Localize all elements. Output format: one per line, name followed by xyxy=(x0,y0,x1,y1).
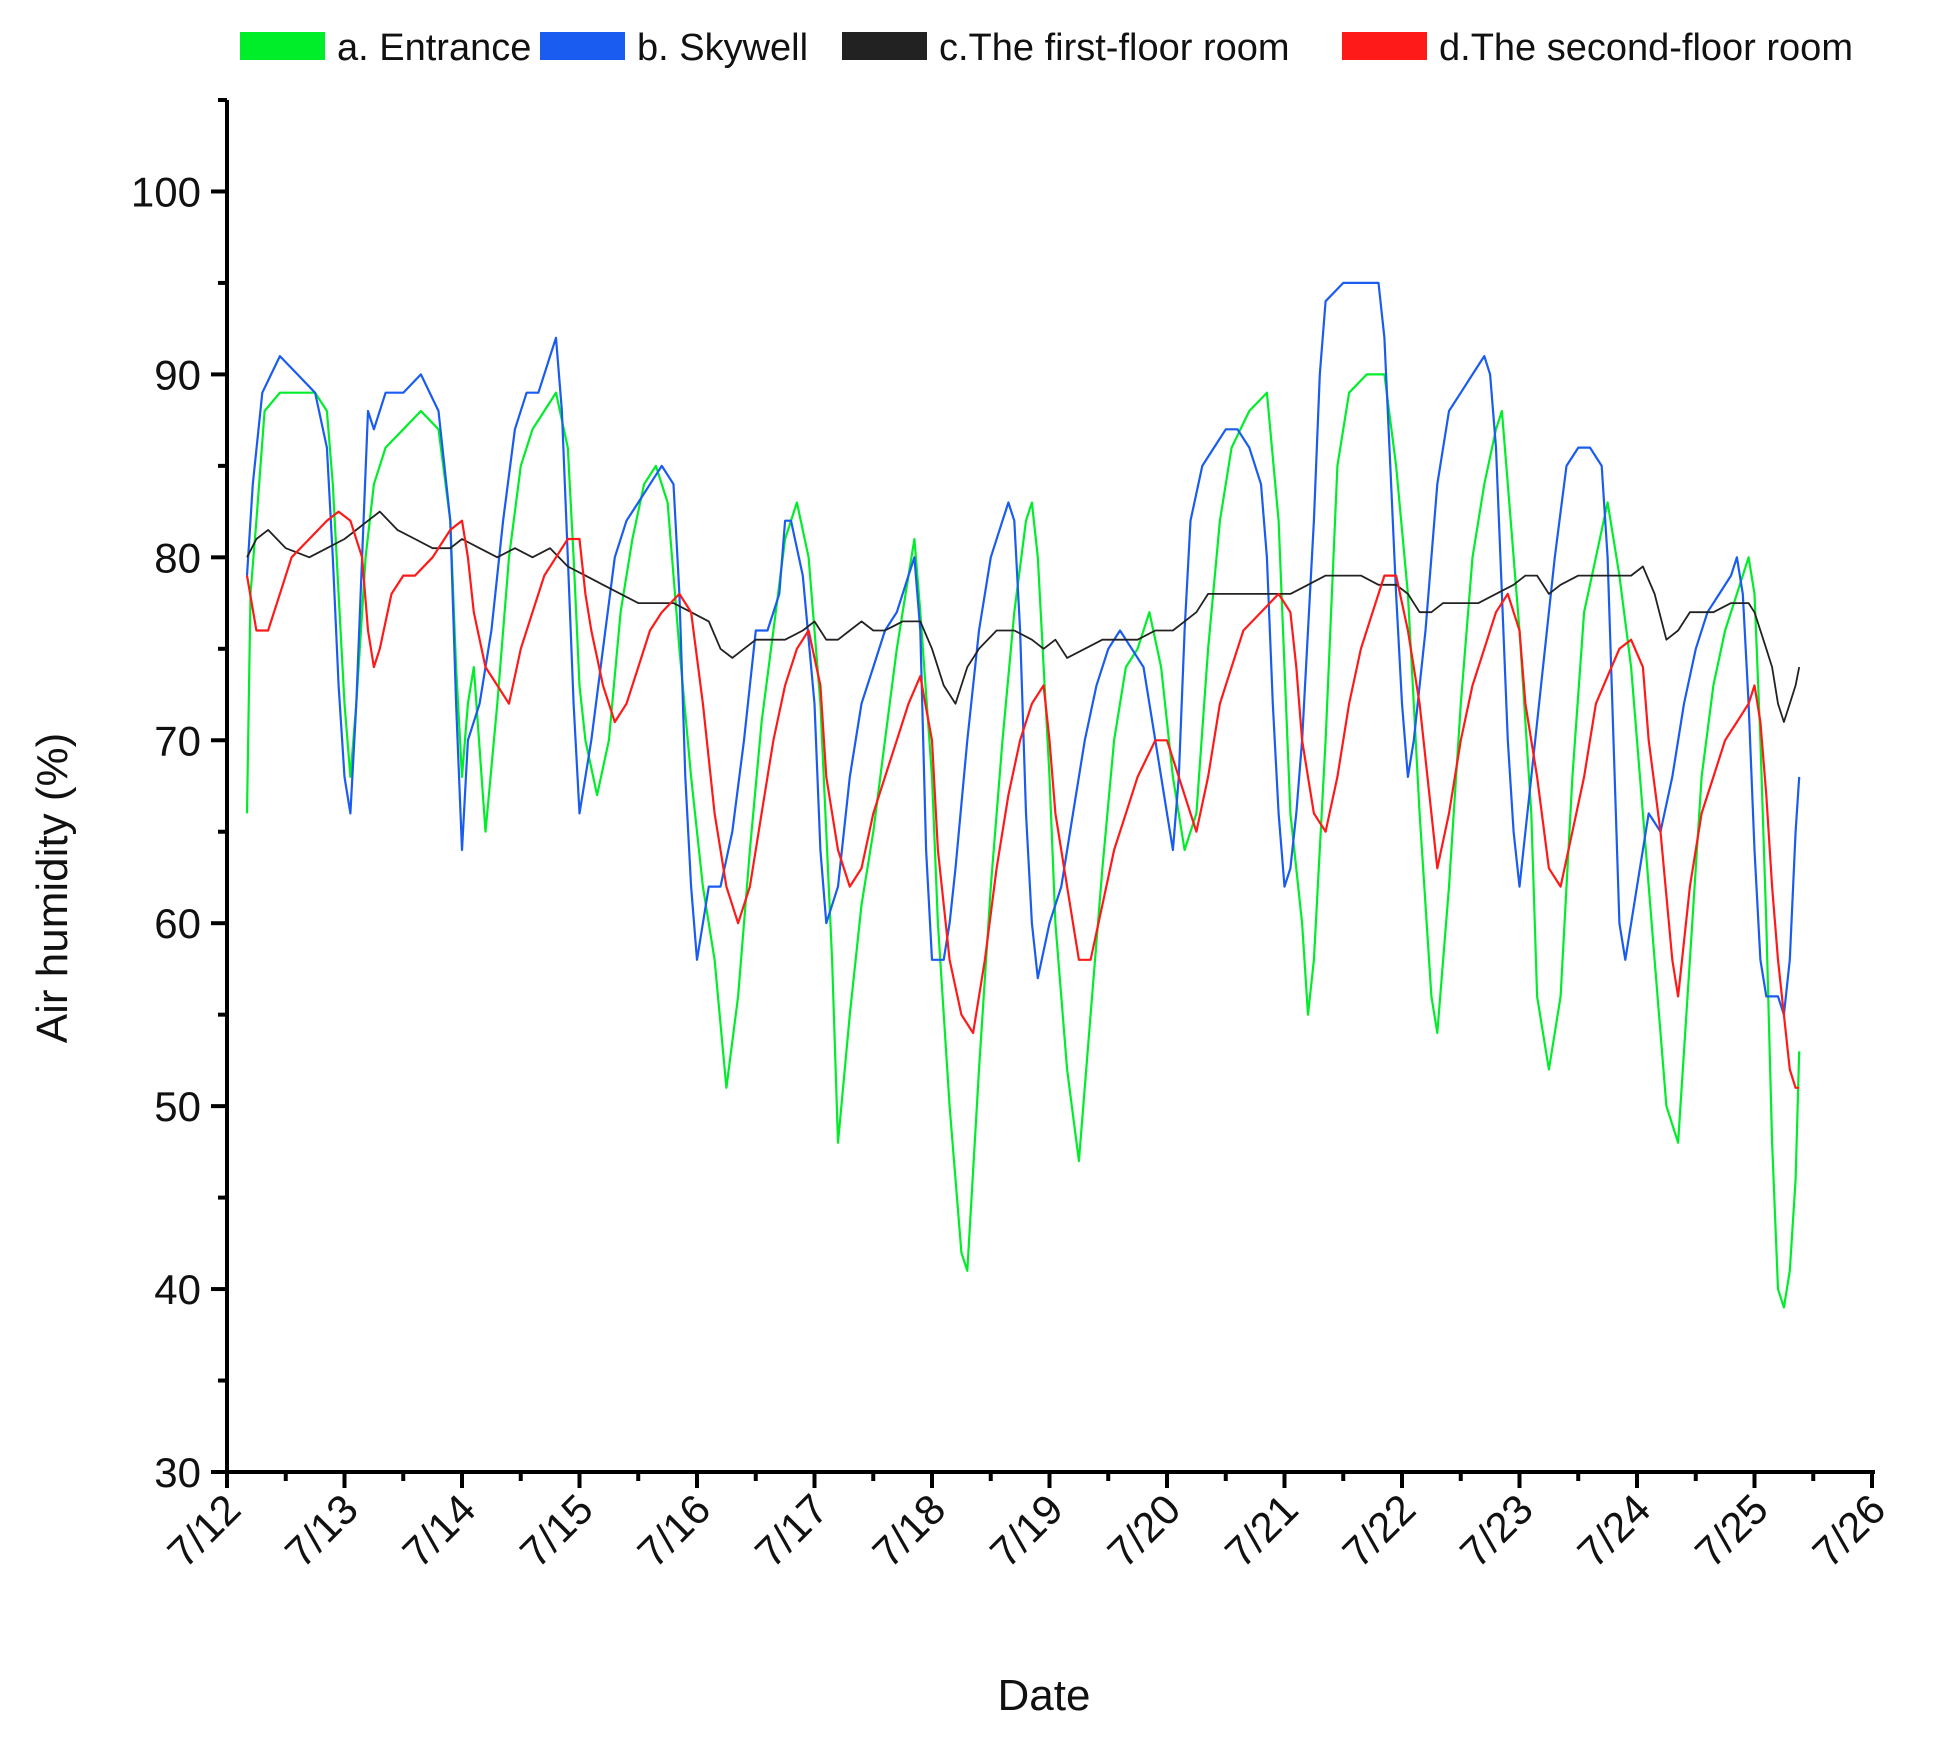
legend-swatch-2 xyxy=(540,32,625,60)
y-tick-label: 60 xyxy=(154,900,201,947)
legend-label-1: a. Entrance xyxy=(337,27,531,69)
x-tick-label: 7/16 xyxy=(628,1485,719,1576)
series-line-3 xyxy=(246,510,1801,723)
legend-swatch-1 xyxy=(240,32,325,60)
series-line-1 xyxy=(245,373,1801,1309)
y-tick-label: 100 xyxy=(131,168,201,215)
x-tick-label: 7/21 xyxy=(1216,1485,1307,1576)
series-line-4 xyxy=(245,510,1800,1089)
x-axis-title: Date xyxy=(998,1671,1091,1720)
y-tick-label: 90 xyxy=(154,351,201,398)
x-tick-label: 7/17 xyxy=(746,1485,837,1576)
series-layer xyxy=(245,281,1801,1309)
x-tick-label: 7/14 xyxy=(393,1485,484,1576)
x-tick-label: 7/12 xyxy=(158,1485,249,1576)
x-tick-label: 7/22 xyxy=(1333,1485,1424,1576)
y-tick-label: 70 xyxy=(154,717,201,764)
y-tick-label: 30 xyxy=(154,1449,201,1496)
legend-label-4: d.The second-floor room xyxy=(1439,27,1853,69)
legend-label-2: b. Skywell xyxy=(637,27,808,69)
legend-swatch-4 xyxy=(1342,32,1427,60)
x-tick-label: 7/25 xyxy=(1686,1485,1777,1576)
x-tick-label: 7/20 xyxy=(1098,1485,1189,1576)
series-line-2 xyxy=(245,281,1801,1016)
x-tick-label: 7/23 xyxy=(1451,1485,1542,1576)
x-tick-label: 7/24 xyxy=(1568,1485,1659,1576)
x-ticks: 7/12 7/13 7/14 7/15 7/16 7/17 7/18 7/19 7/20 7/21… xyxy=(158,1472,1894,1576)
x-tick-label: 7/26 xyxy=(1803,1485,1894,1576)
y-tick-label: 40 xyxy=(154,1266,201,1313)
legend: a. Entrance b. Skywell c.The first-floor r… xyxy=(240,27,1853,69)
y-tick-label: 80 xyxy=(154,534,201,581)
legend-label-3: c.The first-floor room xyxy=(939,27,1290,69)
y-ticks: 30 40 50 60 70 80 90 100 xyxy=(131,98,227,1496)
x-tick-label: 7/15 xyxy=(511,1485,602,1576)
x-tick-label: 7/19 xyxy=(981,1485,1072,1576)
y-tick-label: 50 xyxy=(154,1083,201,1130)
x-tick-label: 7/13 xyxy=(276,1485,367,1576)
legend-swatch-3 xyxy=(842,32,927,60)
x-tick-label: 7/18 xyxy=(863,1485,954,1576)
y-axis-title: Air humidity (%) xyxy=(28,733,77,1044)
